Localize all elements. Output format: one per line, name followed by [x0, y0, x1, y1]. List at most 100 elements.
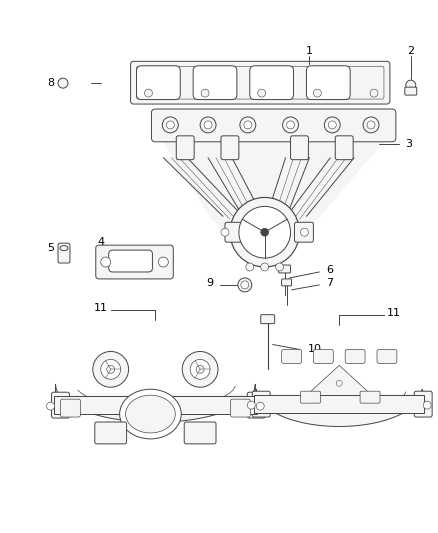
Text: 7: 7 — [326, 278, 333, 288]
Polygon shape — [160, 138, 387, 237]
Text: 11: 11 — [387, 308, 401, 318]
FancyBboxPatch shape — [96, 245, 173, 279]
FancyBboxPatch shape — [307, 66, 350, 100]
Circle shape — [46, 402, 55, 410]
FancyBboxPatch shape — [290, 136, 308, 160]
Ellipse shape — [120, 389, 181, 439]
Polygon shape — [163, 158, 243, 216]
Circle shape — [261, 228, 268, 236]
Polygon shape — [286, 158, 354, 216]
Text: 4: 4 — [97, 237, 104, 247]
Circle shape — [159, 257, 168, 267]
Circle shape — [336, 380, 342, 386]
Circle shape — [246, 263, 254, 271]
FancyBboxPatch shape — [52, 392, 70, 418]
Circle shape — [247, 401, 255, 409]
Circle shape — [145, 89, 152, 97]
Text: 3: 3 — [405, 139, 412, 149]
Circle shape — [286, 121, 294, 129]
FancyBboxPatch shape — [131, 61, 390, 104]
Circle shape — [93, 351, 129, 387]
FancyBboxPatch shape — [360, 391, 380, 403]
FancyBboxPatch shape — [176, 136, 194, 160]
Text: 8: 8 — [47, 78, 55, 88]
FancyBboxPatch shape — [254, 395, 424, 413]
Circle shape — [241, 281, 249, 289]
FancyBboxPatch shape — [345, 350, 365, 364]
FancyBboxPatch shape — [53, 396, 257, 414]
FancyBboxPatch shape — [414, 391, 432, 417]
FancyBboxPatch shape — [60, 399, 81, 417]
Circle shape — [244, 121, 252, 129]
Circle shape — [239, 206, 290, 258]
FancyBboxPatch shape — [282, 279, 292, 286]
FancyBboxPatch shape — [261, 314, 275, 324]
Circle shape — [238, 278, 252, 292]
FancyBboxPatch shape — [95, 422, 127, 444]
FancyBboxPatch shape — [300, 391, 320, 403]
Circle shape — [196, 365, 204, 373]
Circle shape — [300, 228, 308, 236]
Circle shape — [166, 121, 174, 129]
Circle shape — [276, 263, 283, 271]
FancyBboxPatch shape — [294, 222, 314, 242]
FancyBboxPatch shape — [221, 136, 239, 160]
FancyBboxPatch shape — [193, 66, 237, 100]
Circle shape — [261, 263, 268, 271]
Circle shape — [107, 365, 115, 373]
Ellipse shape — [60, 246, 68, 251]
Text: 2: 2 — [407, 46, 414, 56]
Circle shape — [201, 89, 209, 97]
FancyBboxPatch shape — [184, 422, 216, 444]
FancyBboxPatch shape — [250, 66, 293, 100]
FancyBboxPatch shape — [405, 87, 417, 95]
Polygon shape — [208, 158, 263, 216]
Circle shape — [363, 117, 379, 133]
Polygon shape — [304, 365, 374, 397]
Circle shape — [256, 402, 264, 410]
Polygon shape — [256, 389, 422, 426]
Circle shape — [101, 257, 111, 267]
Circle shape — [221, 228, 229, 236]
Circle shape — [58, 78, 68, 88]
Circle shape — [230, 197, 300, 267]
Circle shape — [324, 117, 340, 133]
Circle shape — [200, 117, 216, 133]
FancyBboxPatch shape — [137, 66, 180, 100]
FancyBboxPatch shape — [335, 136, 353, 160]
Circle shape — [406, 80, 416, 90]
Text: 9: 9 — [206, 278, 214, 288]
Circle shape — [190, 359, 210, 379]
FancyBboxPatch shape — [225, 222, 244, 242]
Circle shape — [182, 351, 218, 387]
Text: 1: 1 — [306, 46, 313, 56]
Circle shape — [101, 359, 120, 379]
FancyBboxPatch shape — [109, 250, 152, 272]
Ellipse shape — [126, 395, 175, 433]
Text: 6: 6 — [326, 265, 333, 275]
Circle shape — [162, 117, 178, 133]
Circle shape — [240, 117, 256, 133]
FancyBboxPatch shape — [377, 350, 397, 364]
Polygon shape — [267, 158, 309, 216]
Circle shape — [258, 89, 266, 97]
FancyBboxPatch shape — [230, 399, 250, 417]
Circle shape — [328, 121, 336, 129]
Circle shape — [283, 117, 298, 133]
Polygon shape — [56, 384, 255, 422]
Circle shape — [370, 89, 378, 97]
FancyBboxPatch shape — [58, 243, 70, 263]
Text: 11: 11 — [94, 303, 108, 313]
FancyBboxPatch shape — [282, 350, 301, 364]
Circle shape — [367, 121, 375, 129]
Circle shape — [423, 401, 431, 409]
Circle shape — [204, 121, 212, 129]
FancyBboxPatch shape — [152, 109, 396, 142]
FancyBboxPatch shape — [279, 265, 290, 273]
FancyBboxPatch shape — [247, 392, 265, 418]
Text: 5: 5 — [48, 243, 55, 253]
Circle shape — [314, 89, 321, 97]
Text: 10: 10 — [307, 344, 321, 354]
FancyBboxPatch shape — [252, 391, 270, 417]
FancyBboxPatch shape — [314, 350, 333, 364]
